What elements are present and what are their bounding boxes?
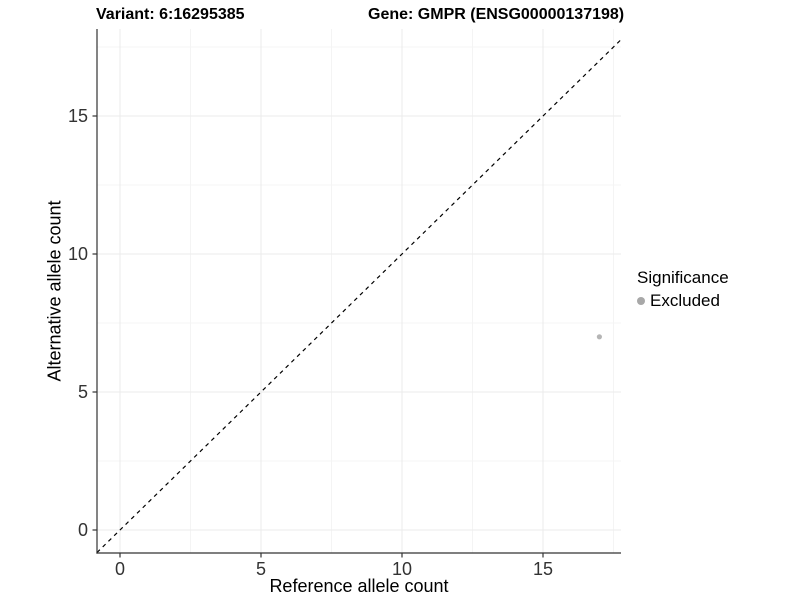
data-point	[596, 334, 603, 340]
legend-item-excluded: Excluded	[637, 291, 729, 311]
x-tick-label: 5	[256, 559, 266, 579]
y-tick-label: 10	[68, 244, 88, 264]
y-tick-label: 15	[68, 106, 88, 126]
x-tick-label: 15	[533, 559, 553, 579]
x-tick-label: 10	[392, 559, 412, 579]
legend: Significance Excluded	[637, 268, 729, 311]
legend-title: Significance	[637, 268, 729, 287]
legend-item-label: Excluded	[650, 291, 720, 310]
y-tick-label: 0	[78, 520, 88, 540]
x-tick-label: 0	[115, 559, 125, 579]
legend-point-icon	[637, 297, 645, 305]
x-axis-label: Reference allele count	[269, 576, 449, 596]
identity-dashed-line	[96, 39, 622, 553]
gene-title: Gene: GMPR (ENSG00000137198)	[368, 6, 625, 23]
y-axis-label: Alternative allele count	[44, 200, 65, 382]
variant-title: Variant: 6:16295385	[96, 6, 245, 23]
y-tick-label: 5	[78, 382, 88, 402]
